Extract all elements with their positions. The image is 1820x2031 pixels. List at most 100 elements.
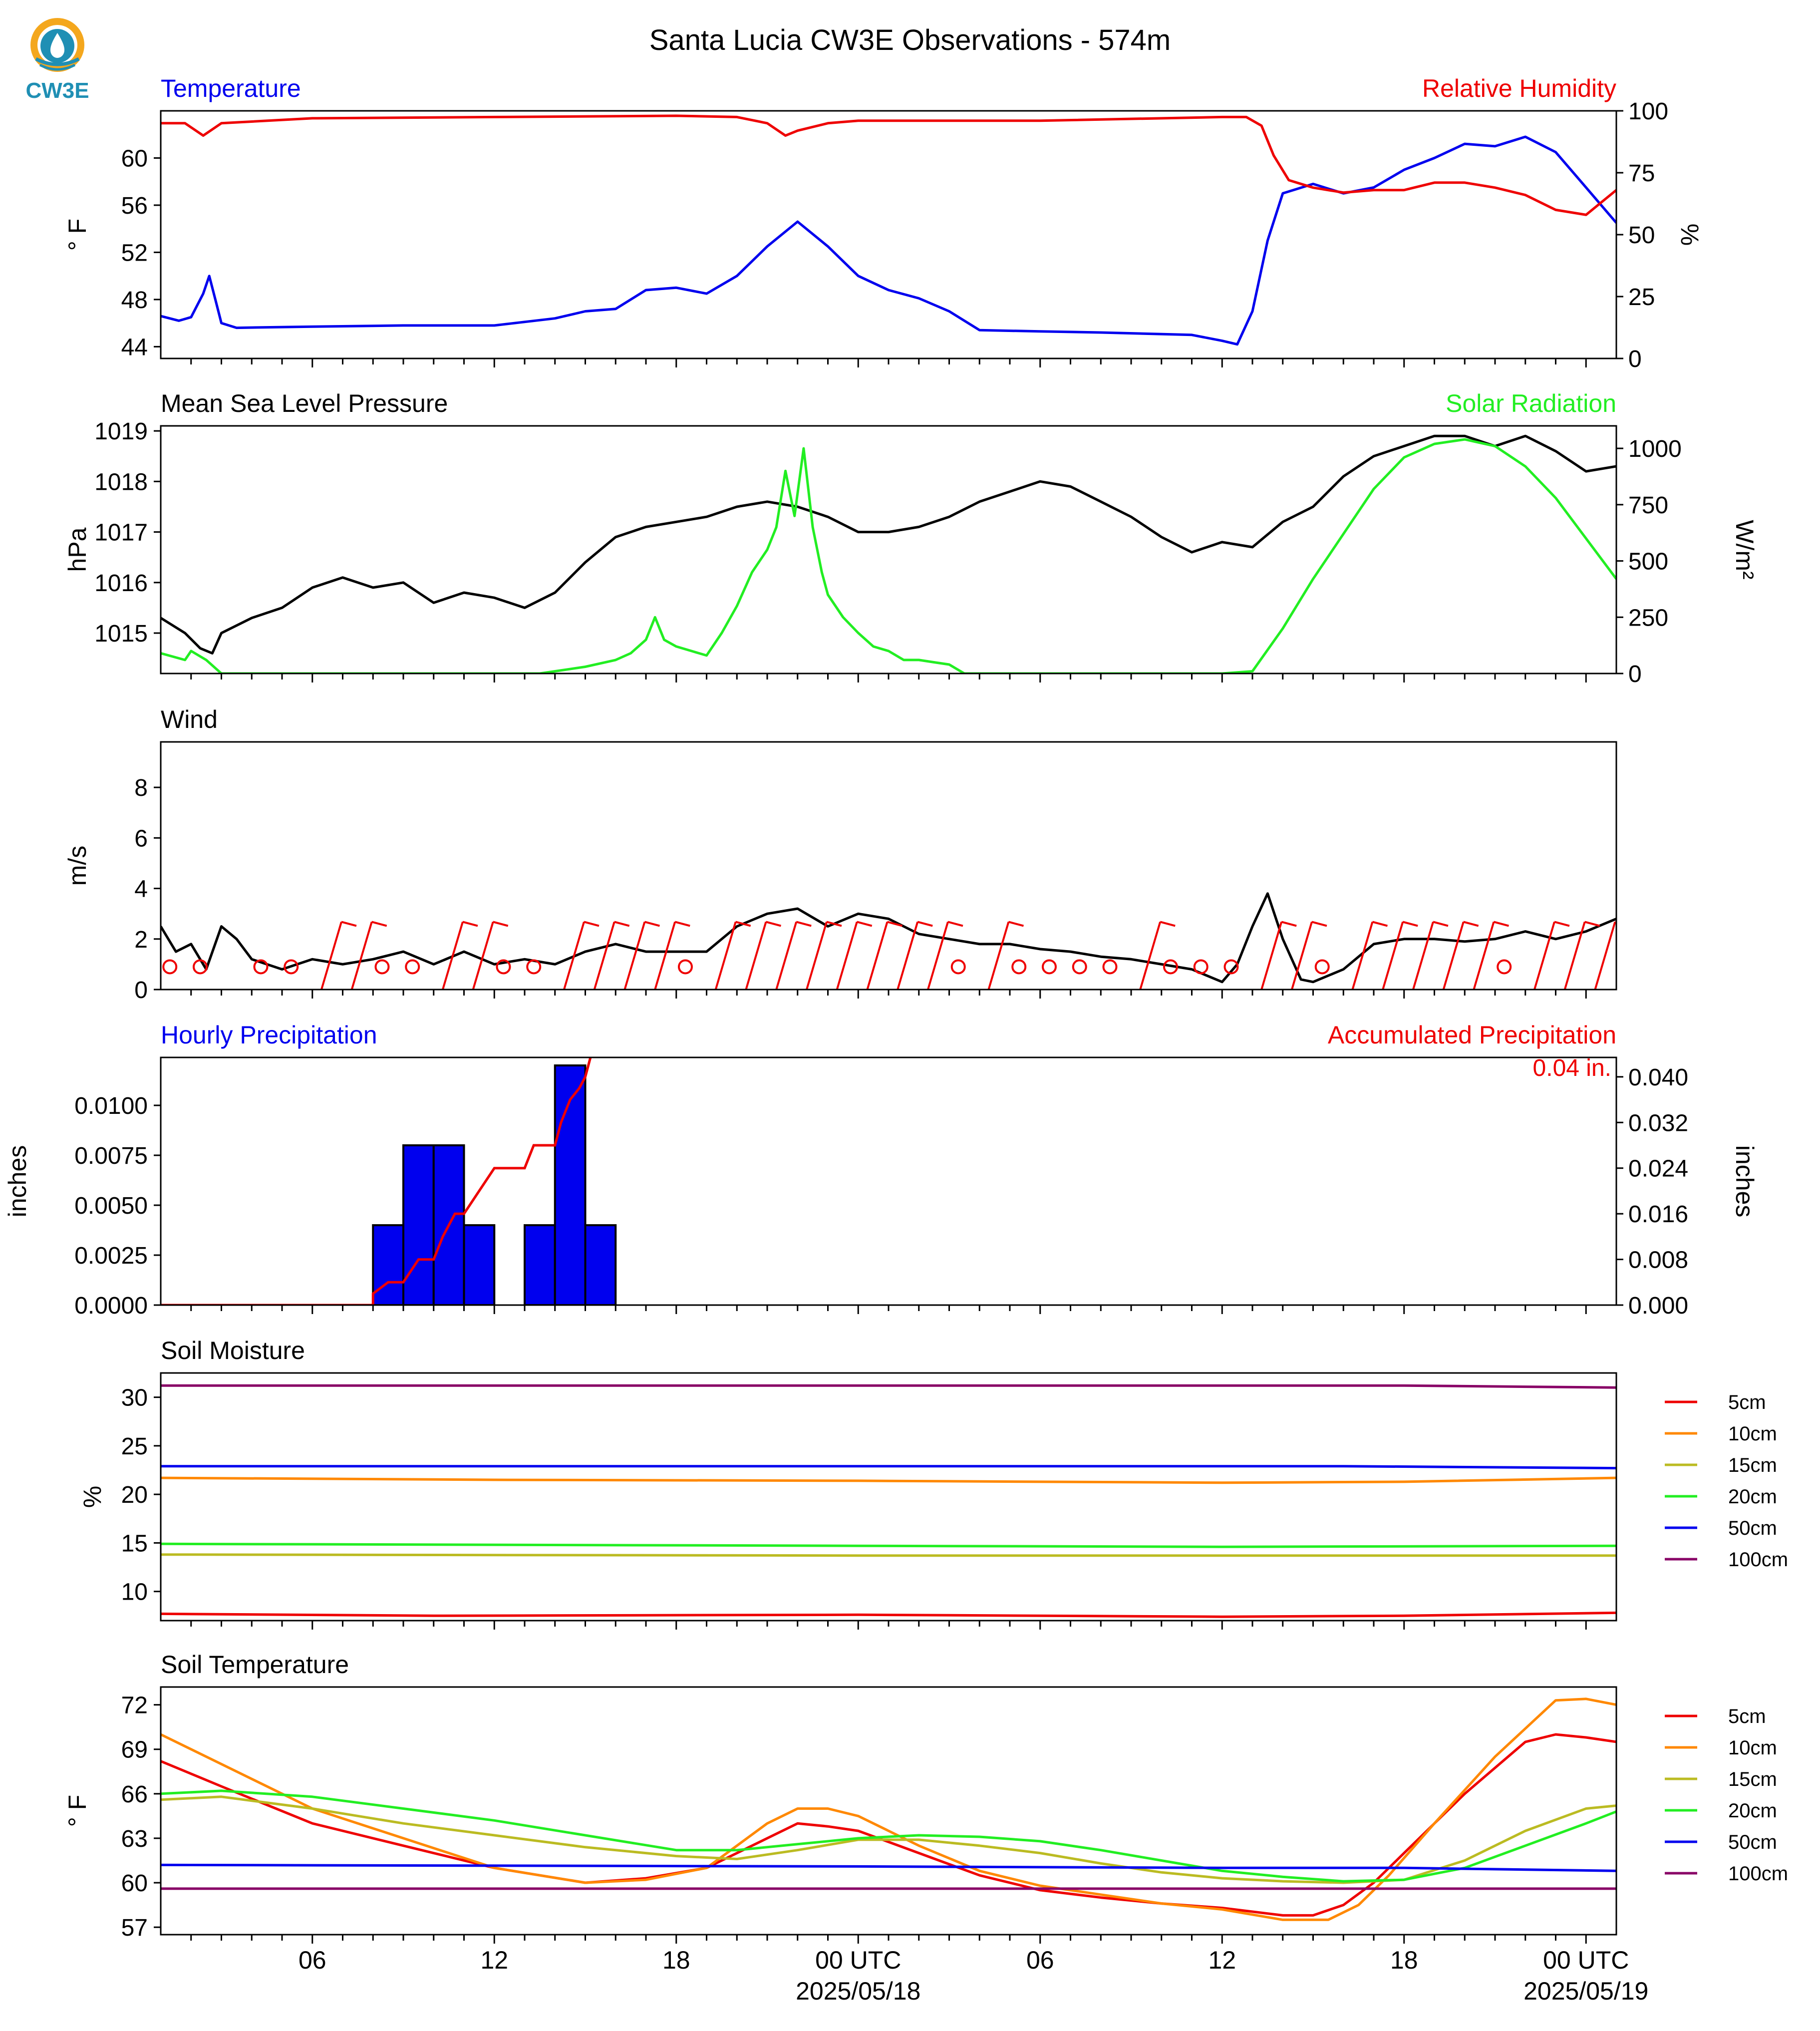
wind-calm-mark bbox=[1102, 959, 1118, 975]
y-tick-label-left: 0.0025 bbox=[74, 1243, 148, 1269]
y-tick-label-left: 0.0100 bbox=[74, 1093, 148, 1119]
y-axis-label-left: % bbox=[78, 1486, 106, 1508]
y-tick-label-right: 0 bbox=[1628, 346, 1642, 372]
x-tick-label: 06 bbox=[299, 1946, 326, 1974]
panel-title-right: Accumulated Precipitation bbox=[1328, 1021, 1616, 1049]
wind-barb-mark bbox=[1139, 921, 1162, 990]
y-tick-label-right: 250 bbox=[1628, 605, 1668, 631]
wind-barb-flag bbox=[1433, 921, 1449, 927]
wind-barb-flag bbox=[371, 921, 387, 927]
precip-bar bbox=[402, 1144, 435, 1305]
y-tick-label-right: 0.000 bbox=[1628, 1293, 1688, 1319]
plot-area bbox=[161, 1384, 1616, 1618]
wind-calm-mark bbox=[1314, 959, 1330, 975]
legend-label: 15cm bbox=[1728, 1768, 1777, 1790]
wind-barb-mark bbox=[350, 921, 373, 990]
y-tick-label-left: 20 bbox=[121, 1482, 148, 1508]
wind-barb-mark bbox=[714, 921, 737, 990]
y-axis-label-left: ° F bbox=[63, 1795, 91, 1827]
precip-bar bbox=[463, 1224, 496, 1305]
wind-barb-mark bbox=[654, 921, 676, 990]
panel-title-left: Mean Sea Level Pressure bbox=[161, 389, 448, 417]
wind-barb-mark bbox=[1594, 921, 1616, 990]
series-line-temp bbox=[161, 135, 1616, 346]
y-tick-label-right: 75 bbox=[1628, 160, 1655, 187]
legend-label: 50cm bbox=[1728, 1517, 1777, 1539]
panel-title-left: Hourly Precipitation bbox=[161, 1021, 377, 1049]
logo-drop-icon bbox=[50, 33, 64, 58]
y-tick-label-left: 0.0050 bbox=[74, 1193, 148, 1219]
y-tick-label-right: 1000 bbox=[1628, 436, 1682, 462]
panel-temperature_humidity: Temperature Relative Humidity 44 48 52 56 60 ° … bbox=[63, 74, 1704, 372]
y-tick-label-right: 750 bbox=[1628, 492, 1668, 519]
x-tick-label: 06 bbox=[1026, 1946, 1054, 1974]
wind-barb-mark bbox=[1351, 921, 1374, 990]
y-tick-label-left: 57 bbox=[121, 1915, 148, 1941]
legend-label: 10cm bbox=[1728, 1423, 1777, 1445]
wind-barb-mark bbox=[1473, 921, 1495, 990]
panel-title-left: Wind bbox=[161, 705, 218, 733]
plot-frame bbox=[160, 425, 1617, 675]
wind-calm-mark bbox=[950, 959, 966, 975]
wind-barb-flag bbox=[1160, 921, 1176, 927]
wind-calm-mark bbox=[1223, 959, 1239, 975]
y-tick-label-left: 52 bbox=[121, 240, 148, 266]
wind-barb-flag bbox=[796, 921, 812, 927]
wind-calm-mark bbox=[1193, 959, 1209, 975]
y-tick-label-left: 63 bbox=[121, 1826, 148, 1852]
wind-barb-mark bbox=[1563, 921, 1586, 990]
wind-calm-mark bbox=[192, 959, 208, 975]
wind-barb-mark bbox=[987, 921, 1010, 990]
y-tick-label-left: 44 bbox=[121, 334, 148, 360]
wind-calm-mark bbox=[526, 959, 542, 975]
series-line-wind bbox=[161, 892, 1616, 984]
x-tick-label: 18 bbox=[662, 1946, 690, 1974]
precip-bar bbox=[584, 1224, 617, 1305]
y-tick-label-left: 0.0000 bbox=[74, 1293, 148, 1319]
y-tick-label-left: 66 bbox=[121, 1781, 148, 1808]
y-tick-label-left: 8 bbox=[134, 775, 148, 801]
y-axis-label-right: % bbox=[1676, 224, 1704, 246]
legend-label: 100cm bbox=[1728, 1549, 1788, 1571]
wind-barb-flag bbox=[1311, 921, 1327, 927]
y-axis-label-left: ° F bbox=[63, 219, 91, 251]
accumulated-precip-line bbox=[161, 1057, 592, 1305]
wind-barb-mark bbox=[1412, 921, 1434, 990]
wind-barb-flag bbox=[947, 921, 963, 927]
wind-barb-flag bbox=[584, 921, 600, 927]
series-line-15cm bbox=[161, 1795, 1616, 1884]
wind-calm-mark bbox=[1497, 959, 1512, 975]
series-line-20cm bbox=[161, 1542, 1616, 1548]
wind-barb-flag bbox=[462, 921, 478, 927]
legend: 5cm 10cm 15cm 20cm 50cm 100cm bbox=[1665, 1391, 1788, 1571]
wind-barb-mark bbox=[1291, 921, 1313, 990]
wind-barb-flag bbox=[887, 921, 903, 927]
wind-barb-flag bbox=[674, 921, 690, 927]
wind-barb-mark bbox=[745, 921, 767, 990]
y-tick-label-left: 25 bbox=[121, 1433, 148, 1460]
y-tick-label-left: 6 bbox=[134, 825, 148, 852]
plot-area bbox=[161, 114, 1616, 346]
wind-barb-mark bbox=[623, 921, 646, 990]
panel-title-left: Soil Moisture bbox=[161, 1337, 305, 1364]
y-tick-label-right: 0.024 bbox=[1628, 1156, 1688, 1182]
panel-wind: Wind 0 2 4 6 8 m/s bbox=[63, 705, 1617, 1004]
wind-barb-flag bbox=[1372, 921, 1388, 927]
x-tick-label: 12 bbox=[1208, 1946, 1236, 1974]
series-line-20cm bbox=[161, 1789, 1616, 1883]
wind-barb-mark bbox=[1382, 921, 1404, 990]
legend: 5cm 10cm 15cm 20cm 50cm 100cm bbox=[1665, 1705, 1788, 1885]
y-tick-label-right: 0 bbox=[1628, 661, 1642, 687]
precip-bar bbox=[372, 1224, 404, 1305]
wind-barb-mark bbox=[563, 921, 585, 990]
wind-barb-mark bbox=[1533, 921, 1555, 990]
wind-barb-flag bbox=[1281, 921, 1297, 927]
series-line-pressure bbox=[161, 434, 1616, 655]
y-tick-label-left: 1019 bbox=[94, 418, 148, 445]
plot-area bbox=[161, 434, 1616, 674]
y-tick-label-left: 1015 bbox=[94, 621, 148, 647]
panel-title-left: Temperature bbox=[161, 74, 301, 102]
plot-frame bbox=[160, 1372, 1617, 1622]
y-tick-label-left: 15 bbox=[121, 1530, 148, 1557]
